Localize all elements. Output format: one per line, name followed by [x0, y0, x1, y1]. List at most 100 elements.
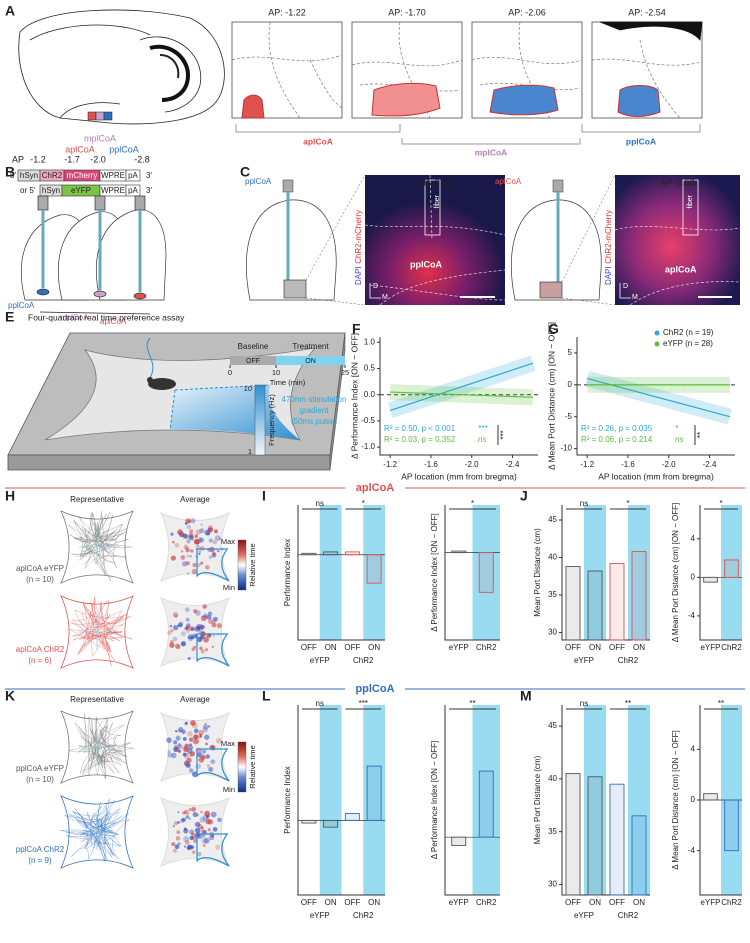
label: aplCoA [303, 136, 333, 146]
label: aplCoA [100, 317, 127, 326]
heat-spot [197, 851, 202, 857]
axes [699, 505, 742, 641]
label: R² = 0.03, p = 0.352 [384, 435, 456, 444]
heat-spot [193, 734, 199, 740]
label: DAPI [354, 266, 363, 285]
label: ChR2 [42, 171, 63, 180]
heat-spot [200, 649, 205, 654]
region-shape [489, 84, 559, 116]
heat-spot [202, 727, 208, 733]
label: ns [316, 699, 324, 708]
heat-spot [172, 848, 178, 853]
label: (n = 10) [26, 575, 54, 584]
heat-spot [203, 613, 208, 618]
heat-spot [187, 572, 190, 575]
label: (50ms pulse) [291, 417, 338, 426]
y-tick-label: -5 [565, 412, 573, 421]
label: 25 [341, 368, 349, 377]
bar [366, 554, 382, 584]
x-tick-label: eYFP [449, 643, 469, 652]
label: gradient [300, 406, 330, 415]
stim-quadrant [196, 833, 230, 867]
heat-spot [170, 532, 174, 536]
label: 470nm stimulation [282, 395, 347, 404]
heat-spot [204, 837, 210, 844]
panel-label: E [5, 309, 14, 325]
heat-spot [194, 739, 200, 744]
heat-spot [190, 720, 196, 726]
label: 5' [10, 171, 16, 180]
heat-spot [203, 724, 209, 730]
heat-spot [183, 828, 189, 834]
y-tick-label: -10 [560, 444, 572, 453]
label: Average [180, 495, 210, 504]
heat-spot [187, 657, 191, 660]
orientation-axes [619, 283, 631, 299]
heat-spot [184, 518, 191, 524]
heat-spot [177, 821, 180, 824]
heat-spot [182, 555, 185, 559]
heat-spot [195, 763, 202, 770]
heat-spot [190, 635, 195, 640]
y-tick-label: 45 [548, 515, 557, 524]
label: -2.0 [90, 154, 106, 164]
label: or 5' [20, 186, 36, 195]
heat-spot [197, 538, 203, 544]
label: Representative [70, 695, 124, 704]
label: Mean Port Distance (cm) [533, 528, 542, 617]
crosshair [79, 814, 115, 850]
label: ns [580, 499, 588, 508]
heat-spot [192, 771, 198, 778]
x-tick-label: -1.6 [621, 460, 635, 469]
fiber-label: fiber [434, 194, 441, 208]
label: AP: -1.22 [268, 7, 306, 17]
heat-spot [199, 537, 205, 543]
bar [301, 819, 317, 824]
heat-spot [186, 757, 192, 763]
label: AP -1.58 [660, 177, 695, 187]
heat-spot [181, 550, 184, 553]
x-tick-label: ON [633, 898, 645, 907]
heat-spot [171, 752, 177, 759]
heat-spot [180, 818, 185, 823]
heat-spot [196, 541, 200, 545]
label: Min [223, 583, 235, 592]
crosshair [79, 614, 115, 650]
heat-spot [184, 721, 188, 726]
legend-marker [654, 341, 660, 347]
fiber-label: fiber [687, 194, 694, 208]
label: ns [675, 435, 683, 444]
label: ** [469, 699, 475, 708]
colorbar [237, 741, 247, 793]
x-tick-label: ChR2 [476, 898, 497, 907]
bar [478, 552, 494, 593]
arena-outline [60, 595, 134, 669]
heat-spot [175, 836, 181, 841]
heat-spot [182, 736, 187, 741]
y-tick-label: 40 [548, 553, 557, 562]
label: pplCoA [355, 683, 394, 695]
heat-spot [214, 529, 218, 534]
heat-spot [211, 834, 215, 838]
orientation-axes [369, 283, 381, 299]
heat-spot [189, 743, 192, 747]
heat-spot [185, 617, 190, 622]
implant-sections [21, 195, 167, 315]
panel-label: K [5, 688, 15, 704]
region-swatch [95, 111, 105, 121]
label: *** [499, 430, 508, 439]
bar [301, 552, 317, 556]
bar [565, 773, 581, 896]
heat-spot [174, 542, 180, 548]
heat-spot [208, 767, 214, 772]
group-label: eYFP [574, 656, 594, 665]
bar [609, 563, 625, 641]
x-tick-label: OFF [301, 643, 317, 652]
group-label: ChR2 [618, 656, 639, 665]
stim-quadrant [196, 548, 230, 582]
heat-spot [170, 629, 174, 632]
panel-label: B [5, 164, 15, 180]
heat-spot [206, 764, 211, 768]
label: pplCoA [8, 301, 35, 310]
